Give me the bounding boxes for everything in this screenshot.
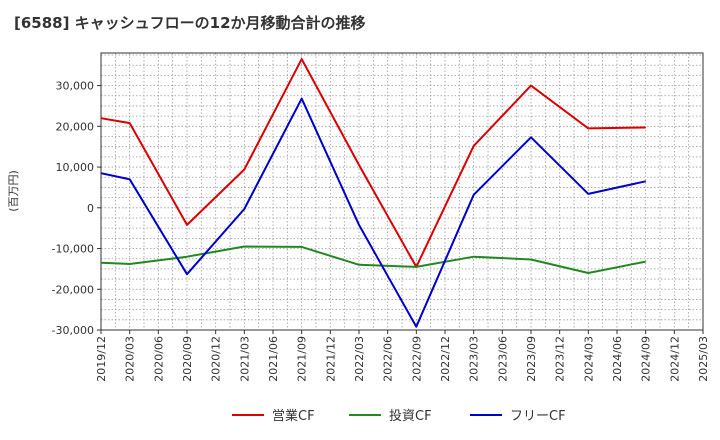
chart-title: [6588] キャッシュフローの12か月移動合計の推移 (14, 14, 366, 32)
x-tick-label: 2025/03 (697, 336, 710, 382)
y-tick-label: 10,000 (56, 161, 95, 174)
x-tick-label: 2022/06 (382, 336, 395, 382)
y-tick-label: 30,000 (56, 80, 95, 93)
x-tick-label: 2024/06 (611, 336, 624, 382)
axis-layer: 30,000 20,000 10,000 0 -10,000 -20,000 -30,000… (52, 52, 710, 382)
x-tick-label: 2022/12 (439, 336, 452, 382)
y-axis-label: (百万円) (7, 170, 20, 212)
series-line-2 (100, 97, 646, 328)
series-line-1 (100, 245, 646, 274)
x-tick-label: 2020/09 (181, 336, 194, 382)
y-tick-label: -20,000 (52, 283, 94, 296)
y-tick-label: 0 (87, 202, 94, 215)
x-tick-label: 2021/03 (238, 336, 251, 382)
x-tick-label: 2024/09 (640, 336, 653, 382)
x-tick-label: 2022/09 (410, 336, 423, 382)
y-tick-label: -10,000 (52, 243, 94, 256)
legend-label-0: 営業CF (272, 408, 315, 424)
x-tick-label: 2023/03 (468, 336, 481, 382)
x-tick-label: 2021/12 (324, 336, 337, 382)
x-tick-label: 2019/12 (95, 336, 108, 382)
series-layer (100, 58, 646, 328)
x-tick-label: 2021/06 (267, 336, 280, 382)
x-tick-label: 2024/03 (582, 336, 595, 382)
x-tick-label: 2020/12 (210, 336, 223, 382)
series-line-0 (100, 58, 646, 268)
legend: 営業CF 投資CF フリーCF (232, 408, 566, 424)
y-tick-label: 20,000 (56, 120, 95, 133)
x-tick-label: 2024/12 (668, 336, 681, 382)
legend-label-2: フリーCF (510, 409, 566, 424)
y-tick-label: -30,000 (52, 324, 94, 337)
plot-border (100, 52, 704, 331)
x-tick-label: 2022/03 (353, 336, 366, 382)
x-tick-label: 2020/06 (152, 336, 165, 382)
x-tick-label: 2020/03 (124, 336, 137, 382)
x-tick-label: 2023/09 (525, 336, 538, 382)
grid-layer (100, 53, 704, 331)
x-tick-label: 2023/06 (496, 336, 509, 382)
x-tick-label: 2021/09 (296, 336, 309, 382)
x-tick-label: 2023/12 (554, 336, 567, 382)
legend-label-1: 投資CF (389, 408, 432, 424)
